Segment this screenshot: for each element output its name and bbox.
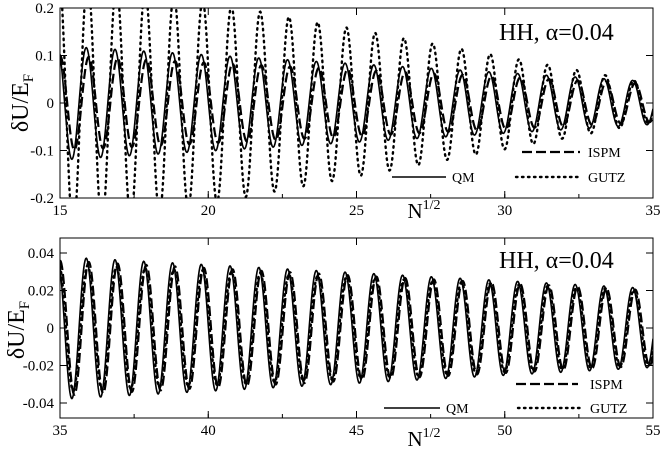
x-tick-label: 40 (201, 423, 216, 439)
bottom-ylabel: δU/EF (4, 301, 33, 359)
bottom-legend-ispm-label: ISPM (590, 378, 623, 393)
series-gutz-line (60, 264, 653, 393)
y-tick-label: 0.04 (28, 246, 55, 262)
y-tick-label: 0.1 (35, 49, 54, 65)
top-ylabel: δU/EF (8, 74, 37, 132)
y-tick-label: 0 (47, 321, 55, 337)
x-tick-label: 35 (53, 423, 68, 439)
bottom-panel: 35 40 45 50 55 -0.04 -0.02 0 0.02 0.04 δU/EF N1/2… (4, 237, 661, 451)
x-tick-label: 25 (349, 203, 364, 219)
bottom-curves (60, 257, 653, 400)
top-legend-gutz-label: GUTZ (588, 171, 625, 186)
series-gutz-line (61, 8, 653, 198)
bottom-ticks: 35 40 45 50 55 -0.04 -0.02 0 0.02 0.04 (23, 238, 661, 439)
top-panel: 15 20 25 30 35 -0.2 -0.1 0 0.1 0.2 δU/EF N1/2 HH,… (8, 1, 661, 223)
x-tick-label: 15 (53, 203, 68, 219)
top-annotation: HH, α=0.04 (499, 20, 614, 46)
x-tick-label: 45 (349, 423, 364, 439)
x-tick-label: 35 (646, 203, 661, 219)
top-ticks: 15 20 25 30 35 -0.2 -0.1 0 0.1 0.2 (30, 1, 660, 219)
bottom-xlabel: N1/2 (407, 426, 440, 451)
y-tick-label: 0 (47, 96, 55, 112)
top-xlabel: N1/2 (407, 198, 440, 223)
bottom-annotation: HH, α=0.04 (499, 248, 614, 274)
bottom-legend-gutz-label: GUTZ (590, 402, 627, 417)
top-legend-qm-label: QM (452, 171, 475, 186)
top-legend-ispm-label: ISPM (588, 146, 621, 161)
top-curves (60, 8, 653, 198)
y-tick-label: -0.1 (30, 144, 54, 160)
x-tick-label: 50 (497, 423, 512, 439)
bottom-legend-qm-label: QM (446, 402, 469, 417)
top-legend: ISPM QM GUTZ (392, 146, 625, 186)
x-tick-label: 55 (646, 423, 661, 439)
y-tick-label: -0.02 (23, 359, 54, 375)
series-qm-line (60, 257, 653, 400)
x-tick-label: 30 (497, 203, 512, 219)
y-tick-label: -0.2 (30, 191, 54, 207)
y-tick-label: -0.04 (23, 396, 55, 412)
x-tick-label: 20 (201, 203, 216, 219)
y-tick-label: 0.2 (35, 1, 54, 17)
y-tick-label: 0.02 (28, 284, 54, 300)
series-ispm-line (60, 259, 653, 396)
bottom-legend: ISPM QM GUTZ (384, 378, 627, 417)
